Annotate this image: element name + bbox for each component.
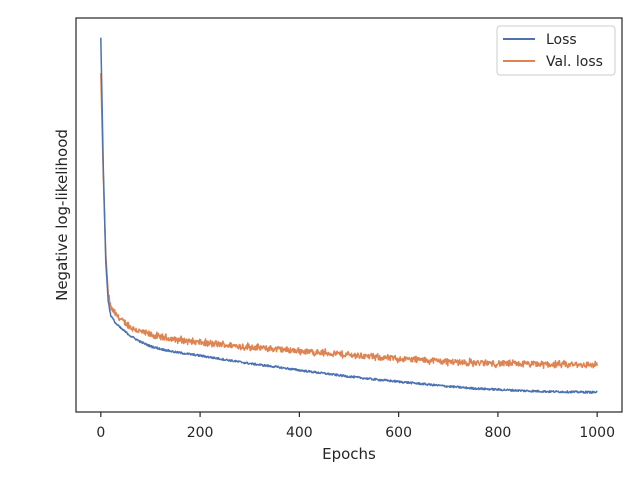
series-lines xyxy=(100,37,598,394)
x-axis-ticks: 0 200 400 600 800 1000 xyxy=(96,412,615,441)
x-tick-label: 600 xyxy=(385,425,412,441)
x-tick-label: 400 xyxy=(286,425,313,441)
series-line-val-loss xyxy=(100,73,598,370)
x-tick-label: 1000 xyxy=(579,425,615,441)
legend: Loss Val. loss xyxy=(496,25,616,76)
y-axis-label: Negative log-likelihood xyxy=(53,129,71,301)
legend-label-loss: Loss xyxy=(546,32,577,48)
legend-label-val-loss: Val. loss xyxy=(546,54,603,70)
plot-area-frame xyxy=(75,17,623,413)
x-axis-label: Epochs xyxy=(322,445,376,463)
x-tick-label: 200 xyxy=(187,425,214,441)
x-tick-label: 800 xyxy=(485,425,512,441)
x-tick-label: 0 xyxy=(96,425,105,441)
series-line-loss xyxy=(100,37,598,394)
